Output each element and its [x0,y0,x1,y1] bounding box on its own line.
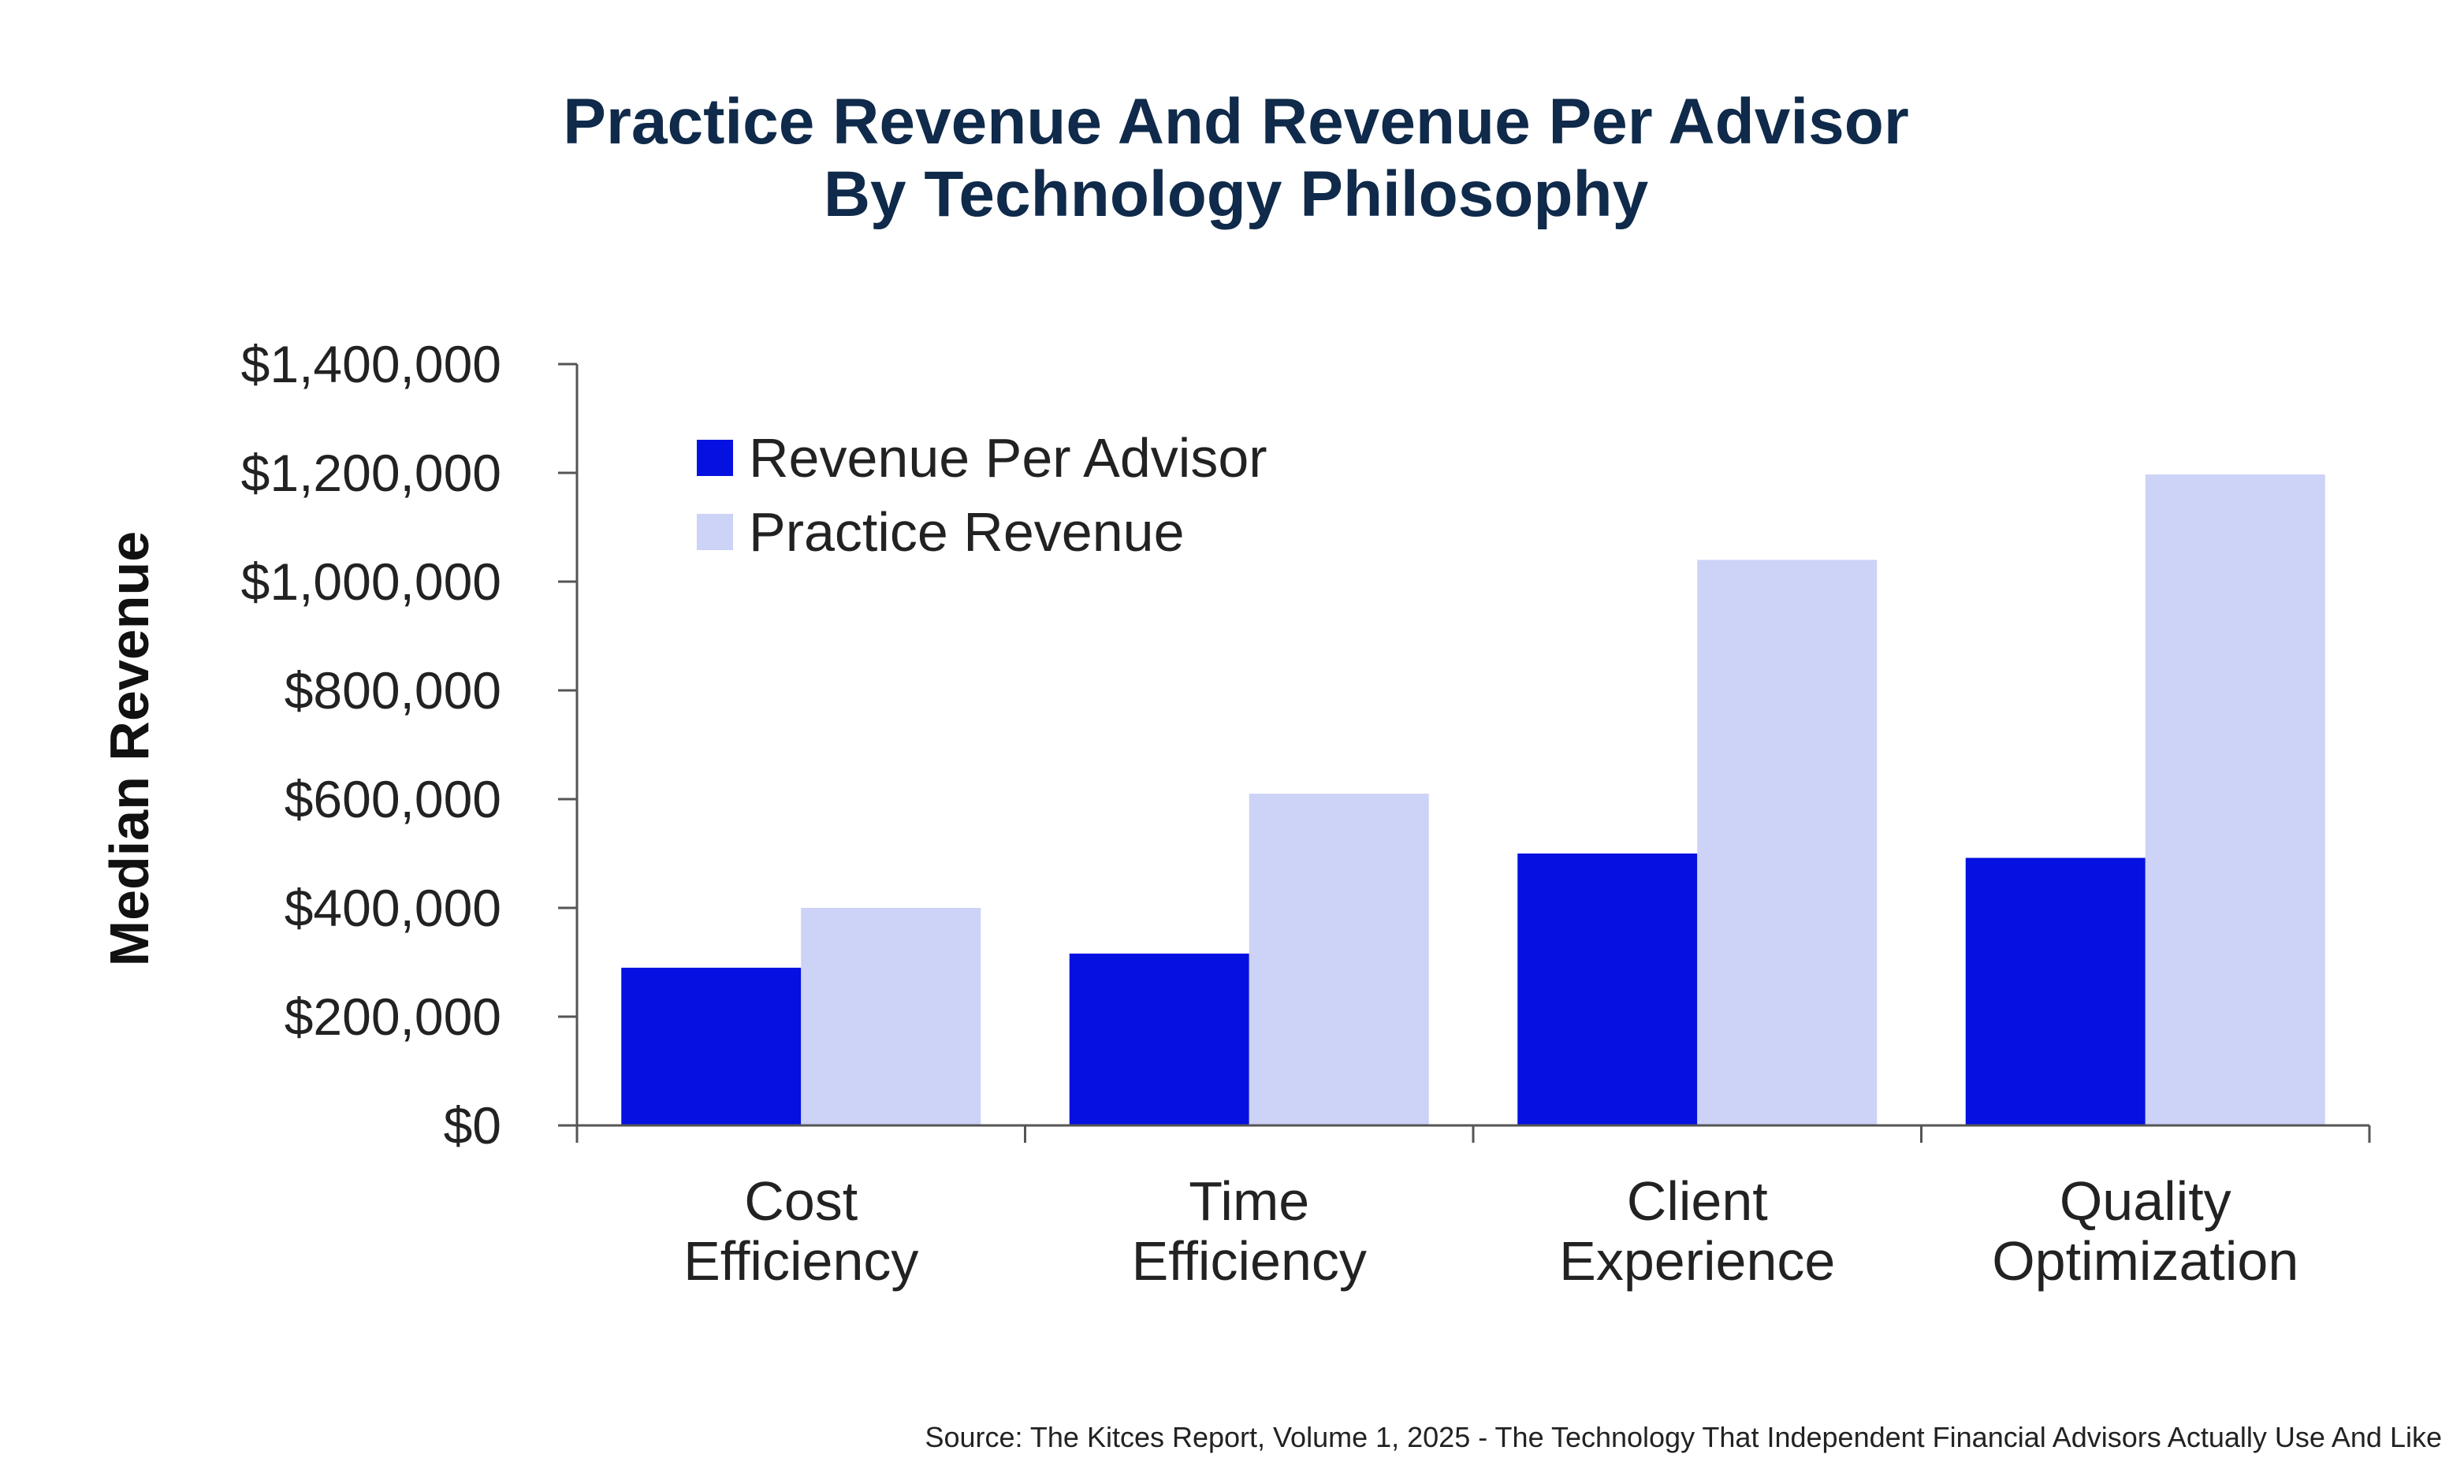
x-tick-label: Efficiency [683,1230,918,1292]
x-tick-label: Client [1627,1170,1768,1232]
chart-title: Practice Revenue And Revenue Per Advisor… [563,86,1908,230]
bar-practice-revenue-cost-efficiency [801,908,981,1125]
x-tick-label: Experience [1559,1230,1835,1292]
source-note: Source: The Kitces Report, Volume 1, 202… [925,1421,2442,1453]
x-tick-label: Cost [744,1170,858,1232]
y-tick-label: $1,000,000 [241,552,501,611]
bar-revenue-per-advisor-client-experience [1517,854,1698,1125]
chart-title-line-1: Practice Revenue And Revenue Per Advisor [563,86,1908,158]
legend-label: Practice Revenue [749,501,1185,563]
bar-revenue-per-advisor-quality-optimization [1965,857,2146,1125]
legend-swatch [697,440,733,476]
legend: Revenue Per Advisor Practice Revenue [697,427,1267,563]
x-axis-labels: CostEfficiencyTimeEfficiencyClientExperi… [683,1170,2298,1292]
bar-practice-revenue-time-efficiency [1249,794,1429,1125]
y-tick-label: $600,000 [285,770,501,828]
x-tick-label: Quality [2060,1170,2231,1232]
y-tick-label: $400,000 [285,879,501,937]
bars [621,474,2325,1125]
y-tick-label: $800,000 [285,661,501,720]
bar-practice-revenue-quality-optimization [2145,474,2325,1125]
y-tick-label: $200,000 [285,987,501,1046]
y-tick-label: $1,400,000 [241,335,501,393]
y-axis-ticks: $0 $200,000 $400,000 $600,000 $800,000 $1,000… [241,335,577,1155]
legend-swatch [697,514,733,550]
chart-title-line-2: By Technology Philosophy [824,158,1649,230]
y-tick-label: $1,200,000 [241,444,501,502]
y-axis-label: Median Revenue [99,531,160,966]
y-tick-label: $0 [444,1096,501,1155]
x-tick-label: Optimization [1992,1230,2298,1292]
x-tick-label: Time [1189,1170,1309,1232]
bar-revenue-per-advisor-time-efficiency [1069,953,1249,1125]
legend-label: Revenue Per Advisor [749,427,1267,489]
axes [575,364,2371,1143]
x-tick-label: Efficiency [1132,1230,1367,1292]
bar-practice-revenue-client-experience [1697,560,1878,1125]
bar-revenue-per-advisor-cost-efficiency [621,967,802,1125]
